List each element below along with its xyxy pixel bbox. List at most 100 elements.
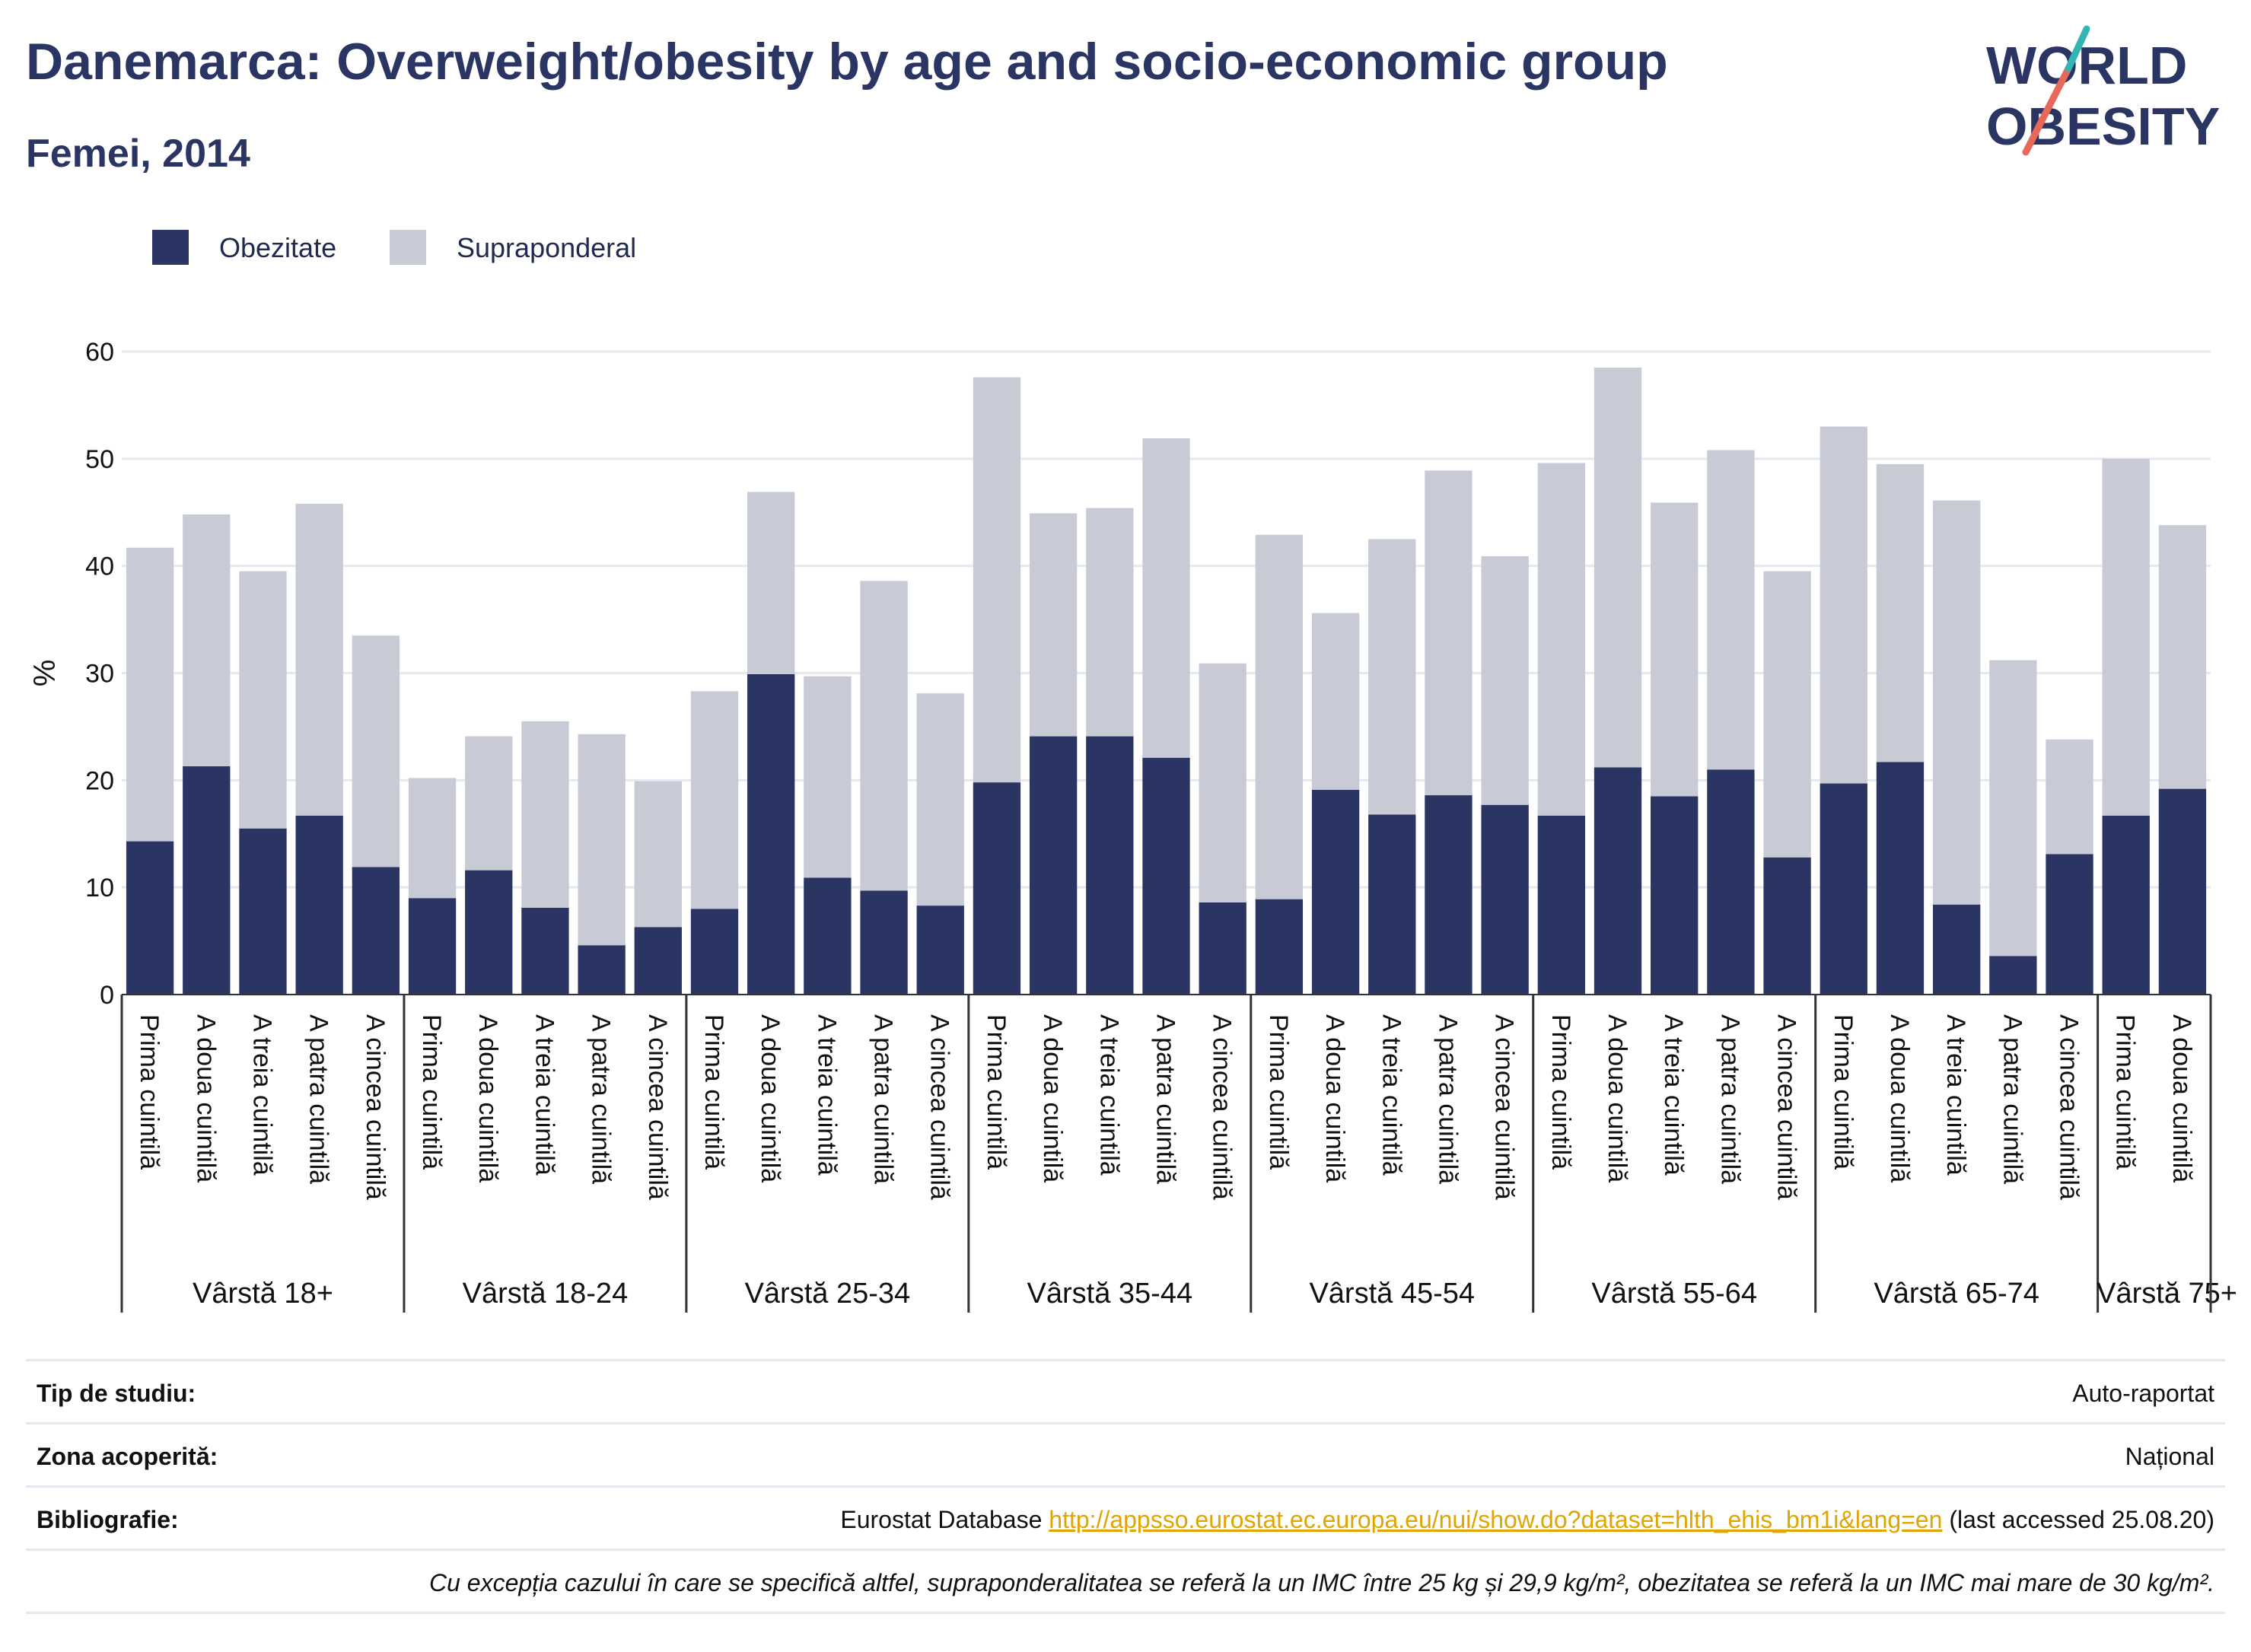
bar-obezitate (1481, 804, 1529, 995)
x-tick-label: A doua cuintilă (1603, 1014, 1632, 1183)
bar-supraponderal (916, 693, 964, 906)
bar-obezitate (690, 909, 739, 995)
bar-obezitate (1820, 783, 1867, 995)
logo-line1: WORLD (1986, 36, 2187, 95)
x-tick-label: A doua cuintilă (756, 1014, 785, 1183)
x-tick-label: A treia cuintilă (1659, 1014, 1688, 1176)
x-tick-label: A treia cuintilă (1094, 1014, 1123, 1176)
bibliography-link[interactable]: http://appsso.eurostat.ec.europa.eu/nui/… (1049, 1506, 1943, 1533)
bar-obezitate (408, 898, 457, 995)
group-label: Vârstă 25-34 (745, 1278, 911, 1310)
bar-supraponderal (2158, 525, 2207, 789)
bar-supraponderal (690, 691, 739, 909)
legend-swatch-supraponderal (390, 230, 426, 265)
bar-supraponderal (1425, 470, 1473, 796)
x-tick-label: A patra cuintilă (304, 1014, 333, 1184)
bar-supraponderal (1255, 534, 1304, 899)
group-label: Vârstă 75+ (2097, 1278, 2237, 1310)
bar-supraponderal (578, 734, 626, 946)
legend-label-supraponderal: Supraponderal (457, 232, 636, 263)
footer-row-note: Cu excepția cazului în care se specifică… (26, 1549, 2225, 1614)
y-tick-label: 10 (85, 874, 114, 902)
bibliography-prefix: Eurostat Database (840, 1506, 1049, 1533)
bar-supraponderal (1651, 502, 1699, 797)
bar-supraponderal (1594, 368, 1642, 768)
bar-obezitate (352, 867, 400, 995)
group-label: Vârstă 55-64 (1591, 1278, 1757, 1310)
bar-supraponderal (1311, 613, 1360, 791)
x-tick-label: A cincea cuintilă (1772, 1014, 1801, 1200)
bar-obezitate (183, 766, 231, 995)
x-tick-label: Prima cuintilă (1546, 1014, 1575, 1170)
x-tick-label: A doua cuintilă (1885, 1014, 1914, 1183)
footer-note: Cu excepția cazului în care se specifică… (428, 1569, 2214, 1596)
logo-slash-red (2022, 65, 2072, 156)
x-tick-label: Prima cuintilă (1264, 1014, 1293, 1170)
bar-obezitate (1029, 736, 1078, 995)
bar-obezitate (1932, 904, 1981, 995)
bar-supraponderal (183, 514, 231, 767)
bar-supraponderal (2046, 739, 2093, 855)
footer-row-study-type: Tip de studiu: Auto-raportat (26, 1359, 2225, 1422)
logo-slash-teal (2065, 25, 2090, 72)
footer-table: Tip de studiu: Auto-raportat Zona acoper… (26, 1359, 2225, 1614)
legend-swatch-obezitate (152, 230, 189, 265)
legend-label-obezitate: Obezitate (219, 232, 336, 263)
bar-obezitate (634, 927, 682, 995)
x-tick-label: A doua cuintilă (473, 1014, 502, 1183)
bar-obezitate (295, 815, 343, 995)
x-tick-label: Prima cuintilă (1829, 1014, 1858, 1170)
bar-supraponderal (239, 571, 287, 829)
coverage-value: Național (2125, 1443, 2214, 1470)
bar-obezitate (804, 877, 852, 995)
bar-supraponderal (1142, 438, 1190, 758)
bibliography-label: Bibliografie: (37, 1506, 179, 1533)
x-tick-label: A patra cuintilă (869, 1014, 898, 1184)
chart-subtitle: Femei, 2014 (26, 132, 250, 176)
y-tick-label: 60 (85, 338, 114, 367)
bar-supraponderal (1876, 463, 1925, 762)
x-tick-label: A patra cuintilă (1998, 1014, 2027, 1184)
x-tick-label: Prima cuintilă (982, 1014, 1011, 1170)
bar-obezitate (465, 870, 513, 995)
chart-title: Danemarca: Overweight/obesity by age and… (26, 33, 1668, 91)
coverage-label: Zona acoperită: (37, 1443, 218, 1470)
bar-supraponderal (126, 547, 174, 842)
y-axis-label: % (28, 660, 62, 687)
x-tick-label: A cincea cuintilă (1208, 1014, 1237, 1200)
x-tick-label: A treia cuintilă (812, 1014, 841, 1176)
bar-supraponderal (1199, 663, 1246, 902)
bar-supraponderal (1029, 513, 1078, 737)
bar-supraponderal (1763, 571, 1811, 858)
bar-obezitate (1651, 796, 1699, 995)
x-tick-label: A patra cuintilă (1151, 1014, 1180, 1184)
bar-supraponderal (1989, 660, 2037, 957)
group-label: Vârstă 45-54 (1309, 1278, 1475, 1310)
bar-obezitate (126, 841, 174, 995)
x-tick-label: A treia cuintilă (1377, 1014, 1406, 1176)
bar-supraponderal (521, 721, 569, 908)
bar-obezitate (916, 906, 964, 995)
bar-obezitate (1086, 736, 1134, 995)
bibliography-value: Eurostat Database http://appsso.eurostat… (840, 1506, 2214, 1534)
x-tick-label: Prima cuintilă (2111, 1014, 2140, 1170)
bar-obezitate (1311, 790, 1360, 995)
bar-obezitate (2158, 788, 2207, 995)
footer-row-coverage: Zona acoperită: Național (26, 1422, 2225, 1485)
bar-obezitate (1425, 795, 1473, 995)
bar-obezitate (860, 890, 908, 995)
x-tick-label: Prima cuintilă (135, 1014, 164, 1170)
y-tick-label: 0 (100, 981, 114, 1010)
y-tick-label: 50 (85, 445, 114, 474)
bar-obezitate (1594, 767, 1642, 995)
bar-obezitate (1255, 899, 1304, 995)
study-type-value: Auto-raportat (2072, 1380, 2214, 1407)
bar-obezitate (2102, 815, 2150, 995)
x-tick-label: A cincea cuintilă (2055, 1014, 2084, 1200)
bar-obezitate (578, 945, 626, 995)
bar-supraponderal (973, 377, 1021, 783)
bar-supraponderal (295, 503, 343, 816)
x-tick-label: Prima cuintilă (417, 1014, 446, 1170)
bar-supraponderal (2102, 458, 2150, 816)
x-tick-label: A treia cuintilă (247, 1014, 276, 1176)
